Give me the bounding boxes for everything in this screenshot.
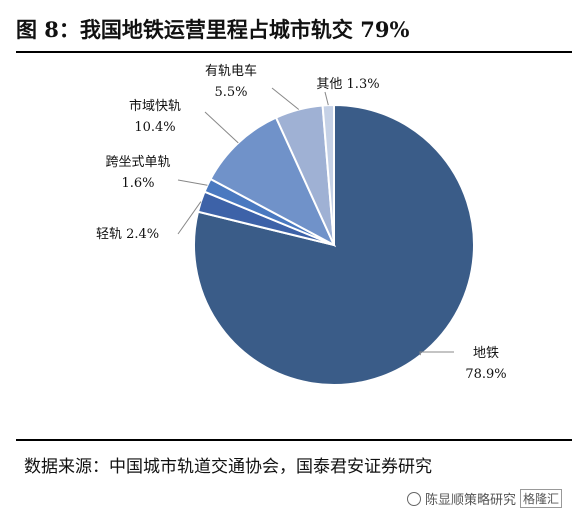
source-note: 数据来源：中国城市轨道交通协会，国泰君安证券研究 xyxy=(24,457,432,477)
watermark-author: 陈显顺策略研究 xyxy=(424,493,516,508)
pie-slice-5 xyxy=(321,103,335,246)
bottom-divider xyxy=(16,439,572,441)
slice-label-4: 有轨电车 xyxy=(205,63,257,79)
slice-value-2: 1.6% xyxy=(121,176,154,191)
leader-line-4 xyxy=(271,87,300,110)
slice-label-0: 地铁 xyxy=(473,346,499,361)
slice-label-3: 市域快轨 xyxy=(129,98,181,114)
leader-lines xyxy=(177,87,454,356)
slice-label-1: 轻轨 2.4% xyxy=(96,227,159,242)
slice-labels: 地铁 78.9% 轻轨 2.4% 跨坐式单轨 1.6% 市域快轨 10.4% 有轨电车 5.5%… xyxy=(96,63,507,382)
watermark: 陈显顺策略研究 格隆汇 xyxy=(406,489,562,508)
leader-line-0 xyxy=(419,351,454,356)
pie-chart: 地铁 78.9% 轻轨 2.4% 跨坐式单轨 1.6% 市域快轨 10.4% 有轨电车 5.5%… xyxy=(96,63,507,386)
wechat-icon xyxy=(406,491,421,506)
leader-line-5 xyxy=(324,91,329,106)
chart-title: 图 8：我国地铁运营里程占城市轨交 79% xyxy=(16,17,410,42)
slice-value-3: 10.4% xyxy=(134,120,175,135)
leader-line-1 xyxy=(177,201,202,235)
slice-label-5: 其他 1.3% xyxy=(316,77,379,92)
top-divider xyxy=(16,51,572,53)
watermark-brand: 格隆汇 xyxy=(519,489,562,508)
slice-value-0: 78.9% xyxy=(465,367,506,382)
slice-value-4: 5.5% xyxy=(214,85,247,100)
pie-slices xyxy=(193,103,475,386)
leader-line-2 xyxy=(177,179,208,186)
leader-line-3 xyxy=(204,111,239,144)
slice-label-2: 跨坐式单轨 xyxy=(105,155,170,170)
